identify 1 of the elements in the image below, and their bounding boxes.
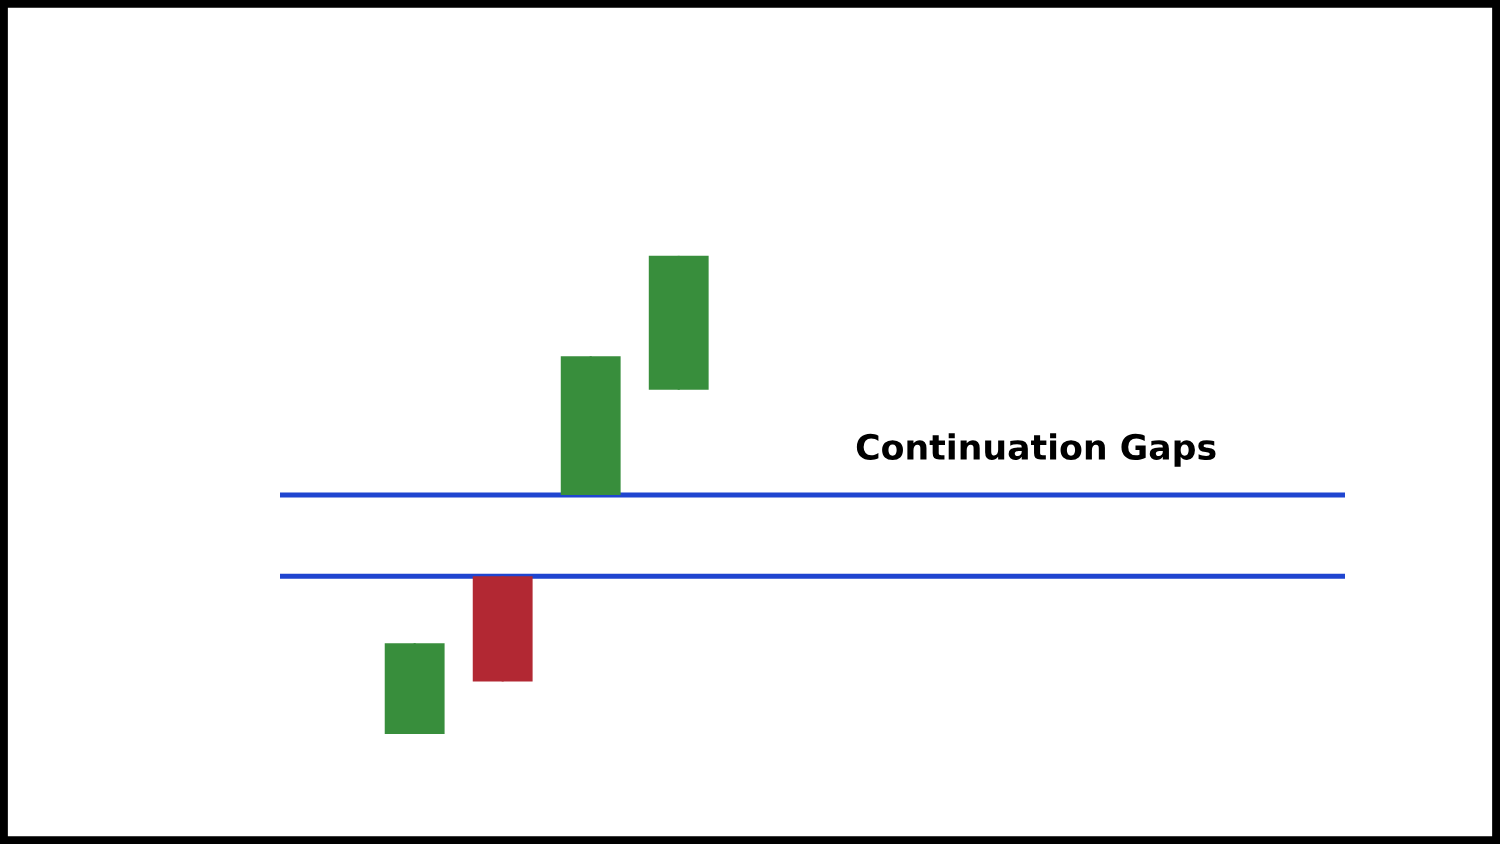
text: Continuation Gaps [856,433,1216,467]
